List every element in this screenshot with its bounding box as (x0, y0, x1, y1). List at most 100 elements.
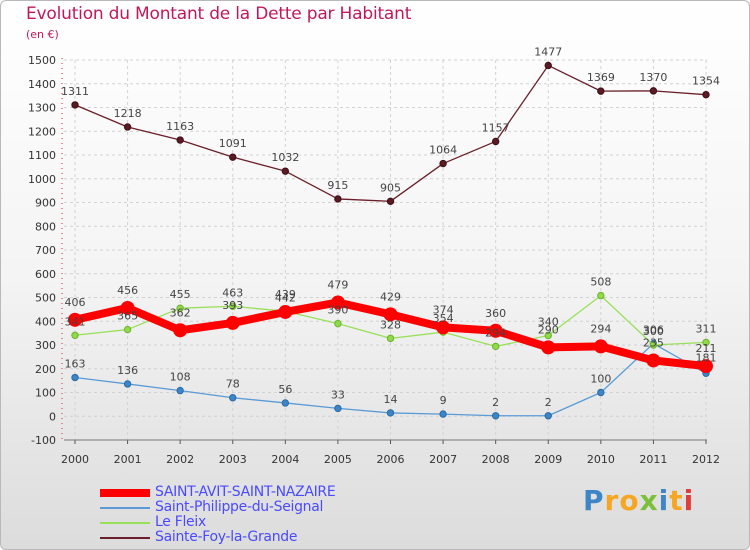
legend-label: Saint-Philippe-du-Seignal (155, 499, 324, 515)
data-label: 442 (275, 291, 296, 304)
data-label: 235 (643, 336, 664, 349)
data-label: 456 (117, 284, 138, 297)
data-label: 290 (538, 323, 559, 336)
data-label: 14 (384, 393, 398, 406)
y-tick-label: 500 (35, 292, 56, 305)
data-point (278, 304, 293, 319)
data-point (699, 359, 713, 374)
x-tick-label: 2011 (639, 453, 667, 466)
y-tick-label: 800 (35, 220, 56, 233)
data-label: 905 (380, 181, 401, 194)
legend-swatch (100, 537, 150, 539)
data-point (649, 341, 658, 349)
data-point (71, 331, 79, 339)
data-label: 340 (538, 316, 559, 329)
data-label: 294 (485, 326, 506, 339)
data-point (439, 410, 447, 418)
data-point (176, 386, 184, 395)
data-point (646, 353, 661, 368)
data-point (597, 291, 605, 300)
data-label: 429 (380, 290, 401, 303)
y-tick-label: 1100 (28, 149, 56, 162)
x-tick-label: 2004 (271, 453, 299, 466)
y-tick-label: 0 (49, 410, 56, 423)
data-label: 455 (170, 288, 191, 301)
data-label: 1369 (587, 71, 615, 84)
legend-label: SAINT-AVIT-SAINT-NAZAIRE (155, 484, 336, 500)
data-point (702, 90, 710, 99)
x-tick-label: 2012 (692, 453, 720, 466)
legend-swatch (100, 507, 150, 509)
legend-swatch (100, 522, 150, 524)
data-point (281, 167, 290, 175)
x-tick-label: 2005 (324, 453, 352, 466)
data-point (120, 300, 135, 315)
data-label: 108 (170, 371, 191, 384)
data-label: 2 (545, 396, 552, 409)
data-point (123, 123, 132, 131)
data-point (436, 320, 451, 335)
data-label: 1311 (61, 85, 89, 98)
y-tick-label: 400 (35, 315, 56, 328)
data-label: 354 (433, 312, 454, 325)
unit-label: (en €) (26, 28, 59, 41)
logo-letter: r (604, 484, 620, 517)
data-point (176, 304, 184, 312)
data-label: 1157 (482, 121, 510, 134)
proxiti-logo: Proxiti (583, 484, 694, 517)
data-label: 463 (222, 286, 243, 299)
data-point (225, 315, 240, 330)
logo-letter: P (583, 484, 605, 517)
data-point (544, 331, 552, 340)
data-label: 915 (327, 179, 348, 192)
data-point (123, 380, 132, 388)
legend-swatch (100, 489, 150, 497)
logo-letter: i (658, 484, 670, 517)
data-label: 78 (226, 378, 240, 391)
data-point (383, 307, 398, 322)
data-label: 1064 (429, 144, 457, 157)
data-label: 341 (65, 315, 86, 328)
y-tick-label: 200 (35, 363, 56, 376)
data-point (488, 323, 503, 338)
data-label: 390 (327, 304, 348, 317)
series-saint-avit-saint-nazaire (68, 295, 713, 374)
data-label: 508 (590, 276, 611, 289)
data-point (330, 295, 345, 310)
data-point (702, 338, 710, 347)
data-label: 360 (485, 307, 506, 320)
legend-label: Le Fleix (155, 514, 206, 530)
y-tick-label: 1000 (28, 173, 56, 186)
data-label: 393 (222, 299, 243, 312)
data-point (541, 340, 556, 355)
data-label: 100 (590, 373, 611, 386)
x-tick-label: 2001 (114, 453, 142, 466)
y-tick-label: 1400 (28, 78, 56, 91)
data-label: 181 (696, 351, 717, 364)
data-point (281, 399, 290, 407)
x-tick-label: 2003 (219, 453, 247, 466)
data-label: 2 (492, 396, 499, 409)
legend-label: Sainte-Foy-la-Grande (155, 529, 298, 545)
y-tick-label: 1500 (28, 54, 56, 67)
data-label: 1032 (271, 151, 299, 164)
data-point (386, 334, 395, 343)
y-tick-label: 300 (35, 339, 56, 352)
y-tick-label: 1300 (28, 102, 56, 115)
logo-letter: x (639, 484, 659, 517)
data-label: 328 (380, 318, 401, 331)
series-sainte-foy-la-grande (71, 61, 710, 206)
x-tick-label: 2010 (587, 453, 615, 466)
data-label: 439 (275, 288, 296, 301)
data-label: 33 (331, 388, 345, 401)
x-tick-label: 2009 (534, 453, 562, 466)
data-point (593, 339, 608, 354)
data-label: 1477 (534, 45, 562, 58)
data-label: 1218 (114, 107, 142, 120)
y-tick-label: 700 (35, 244, 56, 257)
y-tick-label: 900 (35, 197, 56, 210)
data-point (439, 159, 447, 168)
data-point (71, 373, 79, 382)
